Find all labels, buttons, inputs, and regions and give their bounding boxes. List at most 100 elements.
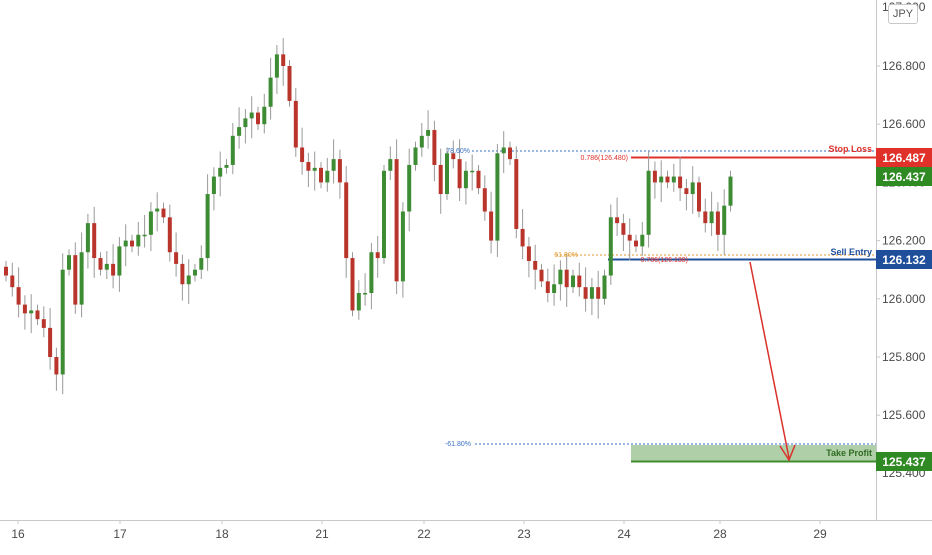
candle-up[interactable] (728, 176, 733, 206)
candle-up[interactable] (249, 112, 254, 119)
candle-up[interactable] (211, 176, 216, 195)
candle-up[interactable] (558, 269, 563, 285)
candle-up[interactable] (155, 208, 160, 212)
candle-down[interactable] (451, 153, 456, 160)
candle-up[interactable] (142, 234, 147, 237)
candle-down[interactable] (533, 260, 538, 270)
candle-down[interactable] (715, 211, 720, 235)
candle-down[interactable] (697, 182, 701, 212)
candle-up[interactable] (382, 170, 386, 259)
candle-down[interactable] (4, 266, 8, 276)
candle-up[interactable] (67, 255, 71, 270)
candle-down[interactable] (583, 287, 588, 299)
candle-down[interactable] (394, 159, 399, 282)
candle-up[interactable] (224, 164, 229, 168)
candle-up[interactable] (237, 127, 242, 136)
candle-down[interactable] (438, 164, 443, 195)
candle-up[interactable] (136, 234, 141, 247)
candle-down[interactable] (337, 159, 342, 183)
candle-down[interactable] (514, 159, 519, 229)
candle-up[interactable] (646, 170, 651, 235)
candle-up[interactable] (659, 176, 664, 183)
candle-down[interactable] (508, 147, 512, 160)
candle-down[interactable] (10, 275, 15, 288)
candle-up[interactable] (602, 275, 607, 299)
candle-down[interactable] (287, 66, 292, 101)
candle-down[interactable] (520, 228, 525, 247)
candle-up[interactable] (262, 106, 267, 125)
candle-down[interactable] (98, 258, 103, 270)
candle-down[interactable] (621, 223, 626, 235)
candle-down[interactable] (482, 188, 487, 212)
candle-up[interactable] (104, 263, 109, 270)
candle-down[interactable] (545, 281, 550, 293)
candle-down[interactable] (35, 310, 40, 320)
candle-up[interactable] (193, 269, 197, 276)
candle-up[interactable] (268, 77, 273, 107)
candle-down[interactable] (652, 170, 657, 183)
candle-up[interactable] (445, 153, 449, 195)
time-axis[interactable]: 16 17 18 21 22 23 24 28 29 (11, 520, 827, 541)
candle-down[interactable] (564, 269, 569, 288)
candle-up[interactable] (29, 310, 34, 314)
candle-up[interactable] (426, 130, 431, 136)
candle-up[interactable] (495, 153, 500, 241)
take-profit-zone[interactable] (631, 445, 876, 461)
candle-up[interactable] (148, 211, 153, 235)
candle-up[interactable] (407, 164, 412, 212)
candle-up[interactable] (230, 135, 235, 165)
candle-down[interactable] (627, 234, 632, 241)
candle-down[interactable] (22, 304, 27, 314)
candle-up[interactable] (640, 234, 645, 247)
candle-up[interactable] (571, 275, 575, 288)
candle-down[interactable] (344, 182, 349, 259)
candle-up[interactable] (243, 118, 248, 128)
candle-up[interactable] (470, 170, 475, 173)
candle-up[interactable] (117, 246, 122, 276)
candle-up[interactable] (413, 147, 418, 165)
candle-down[interactable] (54, 357, 59, 375)
candle-down[interactable] (476, 170, 481, 189)
candle-down[interactable] (48, 327, 53, 357)
currency-badge[interactable]: JPY (888, 4, 918, 24)
candle-up[interactable] (85, 223, 90, 253)
candle-up[interactable] (325, 170, 330, 183)
candle-down[interactable] (73, 255, 78, 305)
candle-down[interactable] (684, 188, 689, 195)
candle-down[interactable] (293, 100, 298, 148)
candle-up[interactable] (690, 182, 695, 195)
candle-up[interactable] (123, 240, 128, 247)
candle-down[interactable] (526, 246, 531, 261)
candle-down[interactable] (130, 240, 134, 247)
candle-up[interactable] (218, 167, 223, 177)
candle-up[interactable] (709, 211, 714, 224)
candle-down[interactable] (678, 176, 683, 189)
candle-up[interactable] (274, 54, 279, 78)
candle-down[interactable] (457, 159, 462, 189)
candle-up[interactable] (186, 275, 191, 285)
candle-up[interactable] (608, 217, 613, 276)
candle-up[interactable] (589, 287, 594, 299)
candle-down[interactable] (41, 319, 46, 328)
candle-down[interactable] (634, 240, 638, 247)
candle-up[interactable] (60, 269, 65, 375)
candle-up[interactable] (400, 211, 405, 282)
candle-down[interactable] (167, 217, 172, 253)
candle-up[interactable] (363, 292, 368, 295)
candle-up[interactable] (552, 284, 557, 293)
candle-down[interactable] (596, 287, 601, 299)
candle-down[interactable] (16, 287, 21, 305)
candle-down[interactable] (111, 263, 116, 276)
candle-down[interactable] (432, 130, 437, 165)
candle-down[interactable] (256, 112, 260, 125)
candle-up[interactable] (199, 258, 204, 270)
candle-down[interactable] (489, 211, 494, 241)
candle-down[interactable] (539, 269, 544, 282)
candle-up[interactable] (356, 292, 361, 311)
candle-up[interactable] (369, 252, 374, 293)
candle-down[interactable] (375, 252, 380, 259)
candle-down[interactable] (180, 263, 185, 285)
candle-up[interactable] (205, 194, 210, 259)
candle-down[interactable] (350, 258, 355, 311)
